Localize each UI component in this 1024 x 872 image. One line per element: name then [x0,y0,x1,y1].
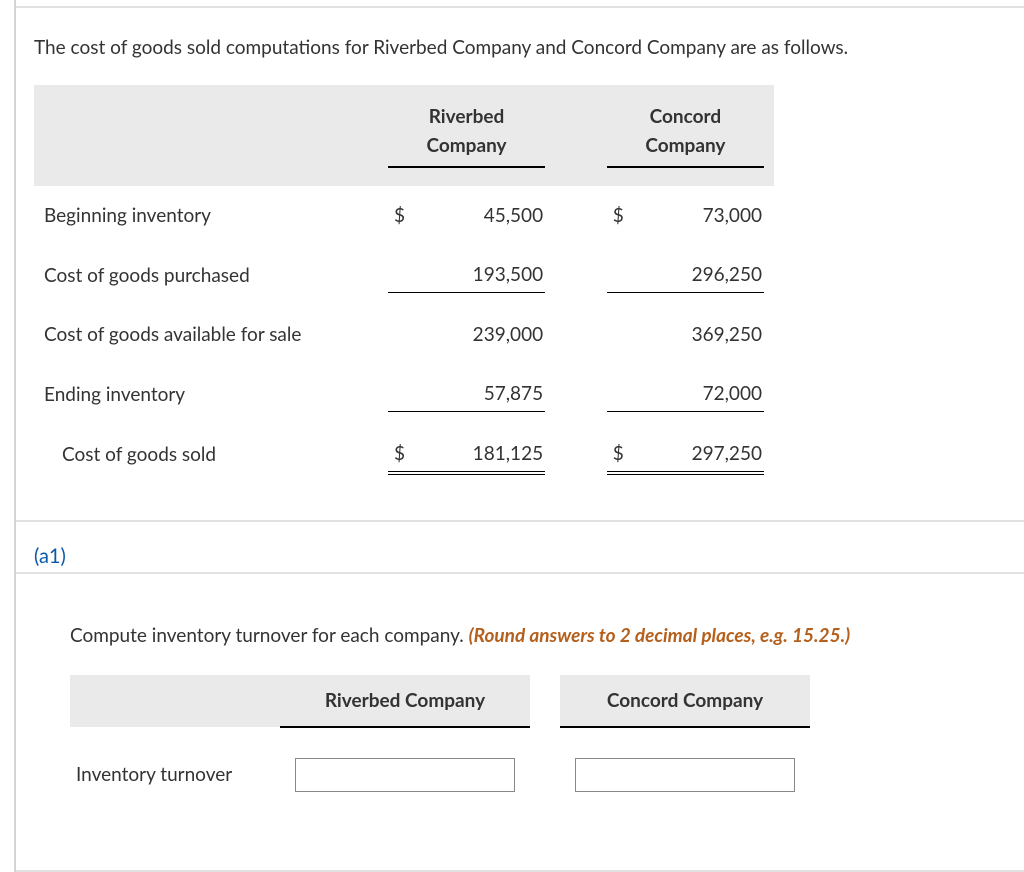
cell-b: 296,250 [597,245,774,305]
answer-row: Inventory turnover [70,727,810,798]
inventory-turnover-b-input[interactable] [575,758,795,792]
header-company-b: Concord Company [597,85,774,186]
question-section: Compute inventory turnover for each comp… [16,572,1024,872]
header-blank [34,85,378,186]
table-row: Cost of goods purchased 193,500 296,250 [34,245,774,305]
answer-table: Riverbed Company Concord Company Invento… [70,675,810,798]
cell-b: $73,000 [597,186,774,245]
cell-b: 72,000 [597,364,774,424]
row-label: Ending inventory [34,364,378,424]
table-row: Cost of goods sold $181,125 $297,250 [34,424,774,484]
row-label: Cost of goods sold [34,424,378,484]
question-hint: (Round answers to 2 decimal places, e.g.… [469,624,851,647]
answer-header-a: Riverbed Company [280,675,530,727]
cell-a: $181,125 [378,424,555,484]
question-text: Compute inventory turnover for each comp… [70,624,980,647]
row-label: Beginning inventory [34,186,378,245]
cell-b: $297,250 [597,424,774,484]
cell-b: 369,250 [597,305,774,364]
answer-header-gap [530,675,560,727]
part-label: (a1) [16,522,1024,572]
table-row: Cost of goods available for sale 239,000… [34,305,774,364]
header-company-a: Riverbed Company [378,85,555,186]
cogs-table: Riverbed Company Concord Company Beginni… [34,85,774,484]
cogs-section: The cost of goods sold computations for … [16,6,1024,522]
answer-cell-a [280,727,530,798]
answer-header-blank [70,675,280,727]
table-row: Beginning inventory $45,500 $73,000 [34,186,774,245]
header-gap [555,85,597,186]
answer-row-label: Inventory turnover [70,727,280,798]
row-label: Cost of goods available for sale [34,305,378,364]
cell-a: 57,875 [378,364,555,424]
answer-cell-b [560,727,810,798]
answer-header-b: Concord Company [560,675,810,727]
table-row: Ending inventory 57,875 72,000 [34,364,774,424]
cogs-tbody: Beginning inventory $45,500 $73,000 Cost… [34,186,774,484]
question-body: Compute inventory turnover for each comp… [34,602,1006,834]
page-container: The cost of goods sold computations for … [14,0,1024,872]
cell-a: 239,000 [378,305,555,364]
intro-text: The cost of goods sold computations for … [34,36,1006,59]
cell-a: $45,500 [378,186,555,245]
cell-a: 193,500 [378,245,555,305]
row-label: Cost of goods purchased [34,245,378,305]
inventory-turnover-a-input[interactable] [295,758,515,792]
question-text-main: Compute inventory turnover for each comp… [70,624,469,647]
